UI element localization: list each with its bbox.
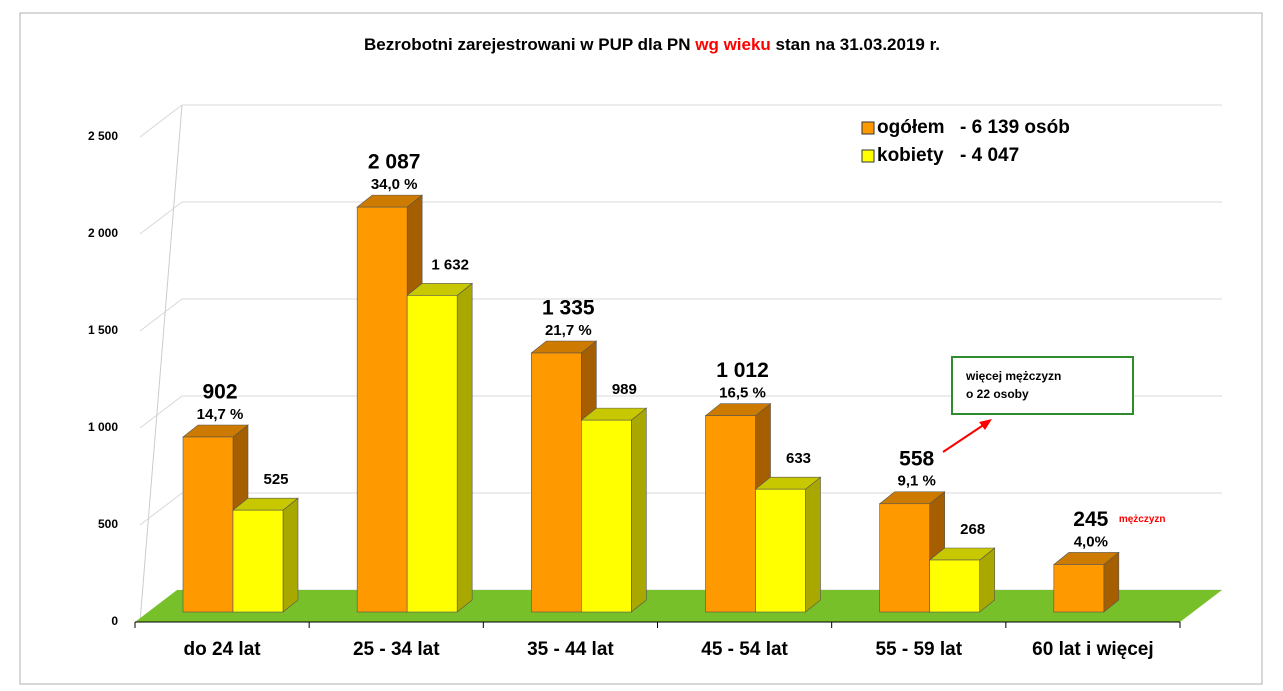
bar [530,340,598,613]
x-tick-label: do 24 lat [184,639,262,660]
bar-side [631,407,647,613]
legend-label: kobiety [877,145,944,166]
y-tick-label: 0 [111,614,118,628]
value-label: 558 [899,447,934,470]
annotation-arrowhead [979,419,992,430]
annotation: o 22 osoby [966,387,1029,401]
annotation: mężczyzn [1119,514,1166,525]
bar [754,476,822,613]
bar-side [282,497,299,613]
bar-front [232,509,284,613]
value-label: 245 [1073,508,1108,531]
y-axis [139,104,183,623]
bar-front [182,436,234,613]
value-label: 902 [202,381,237,404]
bar-front [755,488,806,613]
bar-front [1053,564,1105,613]
value-label: 989 [612,381,637,398]
share-label: 16,5 % [719,385,766,402]
bar-front [705,415,756,613]
value-label: 1 012 [716,359,769,382]
bar-front [531,352,582,613]
bar [704,403,772,613]
share-label: 14,7 % [197,406,244,423]
x-tick-label: 45 - 54 lat [701,639,788,660]
x-tick-label: 25 - 34 lat [353,639,440,660]
value-label: 2 087 [368,151,421,174]
bar [406,282,474,613]
bar [928,547,996,613]
bar [182,424,249,613]
title-part: wg wieku [694,35,771,54]
share-label: 4,0% [1074,533,1108,550]
bar-side [805,476,821,613]
bar-side [456,282,473,613]
y-tick-label: 1 000 [88,420,118,434]
share-label: 21,7 % [545,322,592,339]
y-tick-label: 2 500 [88,129,118,143]
y-tick-label: 500 [98,517,118,531]
title-part: stan na 31.03.2019 r. [771,35,940,54]
bar-front [406,295,458,613]
value-label: 1 335 [542,297,595,320]
value-label: 1 632 [431,256,469,273]
value-label: 525 [263,471,288,488]
legend-total: - 4 047 [960,145,1019,166]
grid-line [139,201,1222,235]
legend-swatch [861,149,875,163]
grid-line [139,492,1222,526]
bar-front [581,419,632,613]
x-tick-label: 55 - 59 lat [875,639,962,660]
bar-front [929,559,980,613]
legend-swatch [861,121,875,135]
annotation-box [951,356,1134,415]
grid-line [139,298,1222,332]
annotation-arrow [942,423,986,453]
title-part: Bezrobotni zarejestrowani w PUP dla PN [364,35,695,54]
legend-label: ogółem [877,117,945,138]
bar-front [356,206,408,613]
bar [232,497,299,613]
legend-total: - 6 139 osób [960,117,1070,138]
y-tick-label: 2 000 [88,226,118,240]
value-label: 633 [786,450,811,467]
x-tick-label: 35 - 44 lat [527,639,614,660]
x-tick-label: 60 lat i więcej [1032,639,1153,660]
bar-front [879,503,930,613]
annotation: więcej mężczyzn [965,369,1061,383]
bar [580,407,648,613]
grid-line [139,395,1222,429]
y-tick-label: 1 500 [88,323,118,337]
share-label: 9,1 % [897,473,935,490]
chart-title: Bezrobotni zarejestrowani w PUP dla PN w… [364,35,940,54]
value-label: 268 [960,521,985,538]
bar [1052,551,1120,613]
share-label: 34,0 % [371,176,418,193]
